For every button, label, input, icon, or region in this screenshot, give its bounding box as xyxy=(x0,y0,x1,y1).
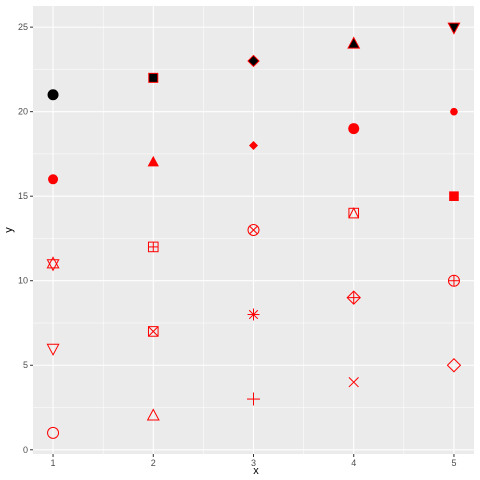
x-tick-label: 2 xyxy=(151,458,156,468)
x-tick-label: 3 xyxy=(251,458,256,468)
data-point xyxy=(247,392,260,406)
data-point xyxy=(449,191,459,201)
x-tick-label: 5 xyxy=(451,458,456,468)
data-point xyxy=(147,326,159,337)
x-axis-title: x xyxy=(253,465,259,477)
data-point xyxy=(47,89,59,101)
y-axis-title: y xyxy=(3,227,15,233)
data-point xyxy=(247,54,260,68)
data-point xyxy=(48,174,59,185)
x-tick-label: 1 xyxy=(51,458,56,468)
major-gridlines xyxy=(33,6,474,454)
data-point xyxy=(247,308,260,321)
data-point xyxy=(247,224,260,236)
y-axis: 0 5 10 15 20 25 xyxy=(18,22,33,455)
x-axis: 1 2 3 4 5 xyxy=(51,454,456,468)
x-tick-label: 4 xyxy=(351,458,356,468)
y-tick-label: 10 xyxy=(18,276,28,286)
data-point xyxy=(46,256,60,272)
data-point xyxy=(249,140,258,150)
y-tick-label: 0 xyxy=(23,445,28,455)
data-point xyxy=(348,207,360,219)
y-tick-label: 25 xyxy=(18,22,28,32)
data-point xyxy=(447,22,461,35)
data-point xyxy=(46,343,60,356)
data-point xyxy=(447,274,460,287)
data-point xyxy=(147,155,159,167)
y-tick-label: 15 xyxy=(18,191,28,201)
data-point xyxy=(347,36,361,49)
data-point xyxy=(450,107,458,116)
data-point xyxy=(348,123,360,135)
data-point xyxy=(346,290,361,305)
y-tick-label: 5 xyxy=(23,360,28,370)
data-point xyxy=(446,358,462,373)
data-point xyxy=(146,408,160,421)
data-point xyxy=(47,426,60,439)
data-point xyxy=(147,241,159,253)
data-point xyxy=(148,72,159,83)
y-tick-label: 20 xyxy=(18,107,28,117)
data-point xyxy=(348,376,359,388)
points-layer xyxy=(46,22,462,439)
